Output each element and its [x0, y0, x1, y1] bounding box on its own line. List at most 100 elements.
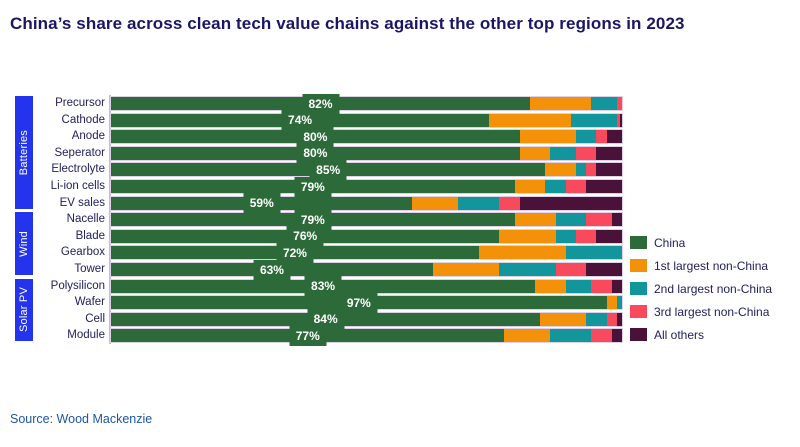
bar-row-nacelle: 79% — [110, 209, 623, 230]
bar-segment-third-non-china — [576, 229, 597, 243]
china-share-label: 74% — [281, 110, 319, 131]
china-share-label: 82% — [302, 93, 339, 114]
group-band-label: Solar PV — [18, 287, 30, 333]
bar-segment-first-non-china — [432, 263, 500, 276]
bar-segment-first-non-china — [514, 180, 546, 193]
bar-row-ev-sales: 59% — [110, 193, 623, 214]
category-label-anode: Anode — [71, 130, 105, 143]
bar-segment-first-non-china — [489, 113, 571, 127]
bar-row-module: 77% — [110, 325, 623, 346]
bar-segment-first-non-china — [535, 279, 566, 293]
legend-label: 2nd largest non-China — [654, 281, 773, 296]
bar-segment-second-non-china — [550, 146, 576, 160]
group-band-solar-pv: Solar PV — [15, 278, 33, 342]
group-band-label: Wind — [18, 230, 30, 257]
group-band-wind: Wind — [15, 212, 33, 275]
bar-segment-first-non-china — [504, 329, 551, 343]
bar-segment-second-non-china — [576, 130, 597, 144]
bar-segment-second-non-china — [555, 229, 576, 243]
bar-segment-all-others — [611, 329, 622, 343]
bar-segment-first-non-china — [545, 163, 576, 177]
bar-segment-all-others — [596, 146, 622, 160]
bar-segment-second-non-china — [550, 329, 592, 343]
bar-segment-second-non-china — [616, 296, 622, 310]
bar-row-precursor: 82% — [110, 93, 623, 114]
bar-segment-second-non-china — [545, 180, 566, 193]
bar-segment-second-non-china — [458, 196, 500, 210]
bar-segment-all-others — [611, 279, 622, 293]
bar-row-tower: 63% — [110, 259, 623, 280]
china-share-label: 80% — [296, 126, 334, 147]
category-label-cell: Cell — [85, 312, 105, 325]
bar-segment-all-others — [519, 196, 622, 210]
legend-swatch-icon — [630, 328, 647, 341]
legend-item-all-others: All others — [630, 323, 772, 346]
category-label-electrolyte: Electrolyte — [51, 163, 105, 176]
legend-label: 1st largest non-China — [654, 258, 769, 273]
bar-row-polysilicon: 83% — [110, 276, 623, 297]
legend-label: China — [654, 235, 686, 250]
china-share-label: 85% — [309, 159, 347, 180]
bar-segment-second-non-china — [591, 97, 617, 110]
legend-swatch-icon — [630, 259, 647, 272]
china-share-label: 79% — [294, 209, 332, 230]
bar-segment-first-non-china — [519, 130, 576, 144]
bar-segment-third-non-china — [586, 163, 597, 177]
legend-item-first-non-china: 1st largest non-China — [630, 254, 772, 277]
bar-segment-first-non-china — [478, 246, 566, 260]
category-label-blade: Blade — [75, 229, 105, 242]
bar-segment-first-non-china — [514, 213, 556, 227]
bar-segment-first-non-china — [519, 146, 551, 160]
bar-segment-first-non-china — [499, 229, 556, 243]
bar-segment-all-others — [606, 130, 622, 144]
china-share-label: 79% — [294, 176, 332, 197]
bar-row-wafer: 97% — [110, 292, 623, 313]
bar-segment-first-non-china — [530, 97, 592, 110]
bar-row-li-ion-cells: 79% — [110, 176, 623, 197]
category-label-polysilicon: Polysilicon — [50, 279, 105, 292]
bar-segment-second-non-china — [586, 312, 607, 326]
china-share-label: 83% — [304, 276, 342, 297]
china-share-label: 84% — [307, 309, 345, 330]
bar-segment-second-non-china — [565, 246, 622, 260]
china-share-label: 72% — [276, 242, 314, 263]
bar-row-cell: 84% — [110, 309, 623, 330]
bar-segment-second-non-china — [576, 163, 587, 177]
bar-segment-third-non-china — [606, 312, 617, 326]
bar-segment-third-non-china — [616, 113, 620, 127]
category-label-precursor: Precursor — [55, 97, 105, 109]
bar-segment-third-non-china — [591, 279, 612, 293]
bar-row-cathode: 74% — [110, 110, 623, 131]
bar-segment-all-others — [616, 312, 622, 326]
category-label-seperator: Seperator — [54, 146, 105, 159]
bar-segment-second-non-china — [499, 263, 556, 276]
legend-item-second-non-china: 2nd largest non-China — [630, 277, 772, 300]
bar-segment-third-non-china — [555, 263, 587, 276]
category-label-module: Module — [67, 329, 105, 342]
china-share-label: 77% — [289, 325, 327, 346]
bar-row-blade: 76% — [110, 226, 623, 247]
bar-segment-second-non-china — [565, 279, 592, 293]
legend-swatch-icon — [630, 282, 647, 295]
category-label-cathode: Cathode — [61, 113, 105, 126]
bar-segment-all-others — [596, 229, 622, 243]
legend-item-third-non-china: 3rd largest non-China — [630, 300, 772, 323]
bar-row-gearbox: 72% — [110, 242, 623, 263]
bar-segment-all-others — [596, 163, 622, 177]
bar-segment-third-non-china — [576, 146, 597, 160]
category-label-wafer: Wafer — [74, 296, 105, 309]
category-label-ev-sales: EV sales — [59, 196, 105, 209]
group-band-label: Batteries — [18, 129, 30, 175]
legend-item-china: China — [630, 231, 772, 254]
bar-segment-all-others — [586, 180, 622, 193]
china-share-label: 97% — [340, 292, 378, 313]
category-label-tower: Tower — [74, 263, 105, 275]
chart-title: China’s share across clean tech value ch… — [10, 14, 685, 33]
bar-segment-all-others — [611, 213, 622, 227]
bar-row-electrolyte: 85% — [110, 159, 623, 180]
bar-row-seperator: 80% — [110, 143, 623, 164]
category-label-nacelle: Nacelle — [66, 213, 105, 226]
legend-swatch-icon — [630, 236, 647, 249]
bar-segment-third-non-china — [565, 180, 587, 193]
